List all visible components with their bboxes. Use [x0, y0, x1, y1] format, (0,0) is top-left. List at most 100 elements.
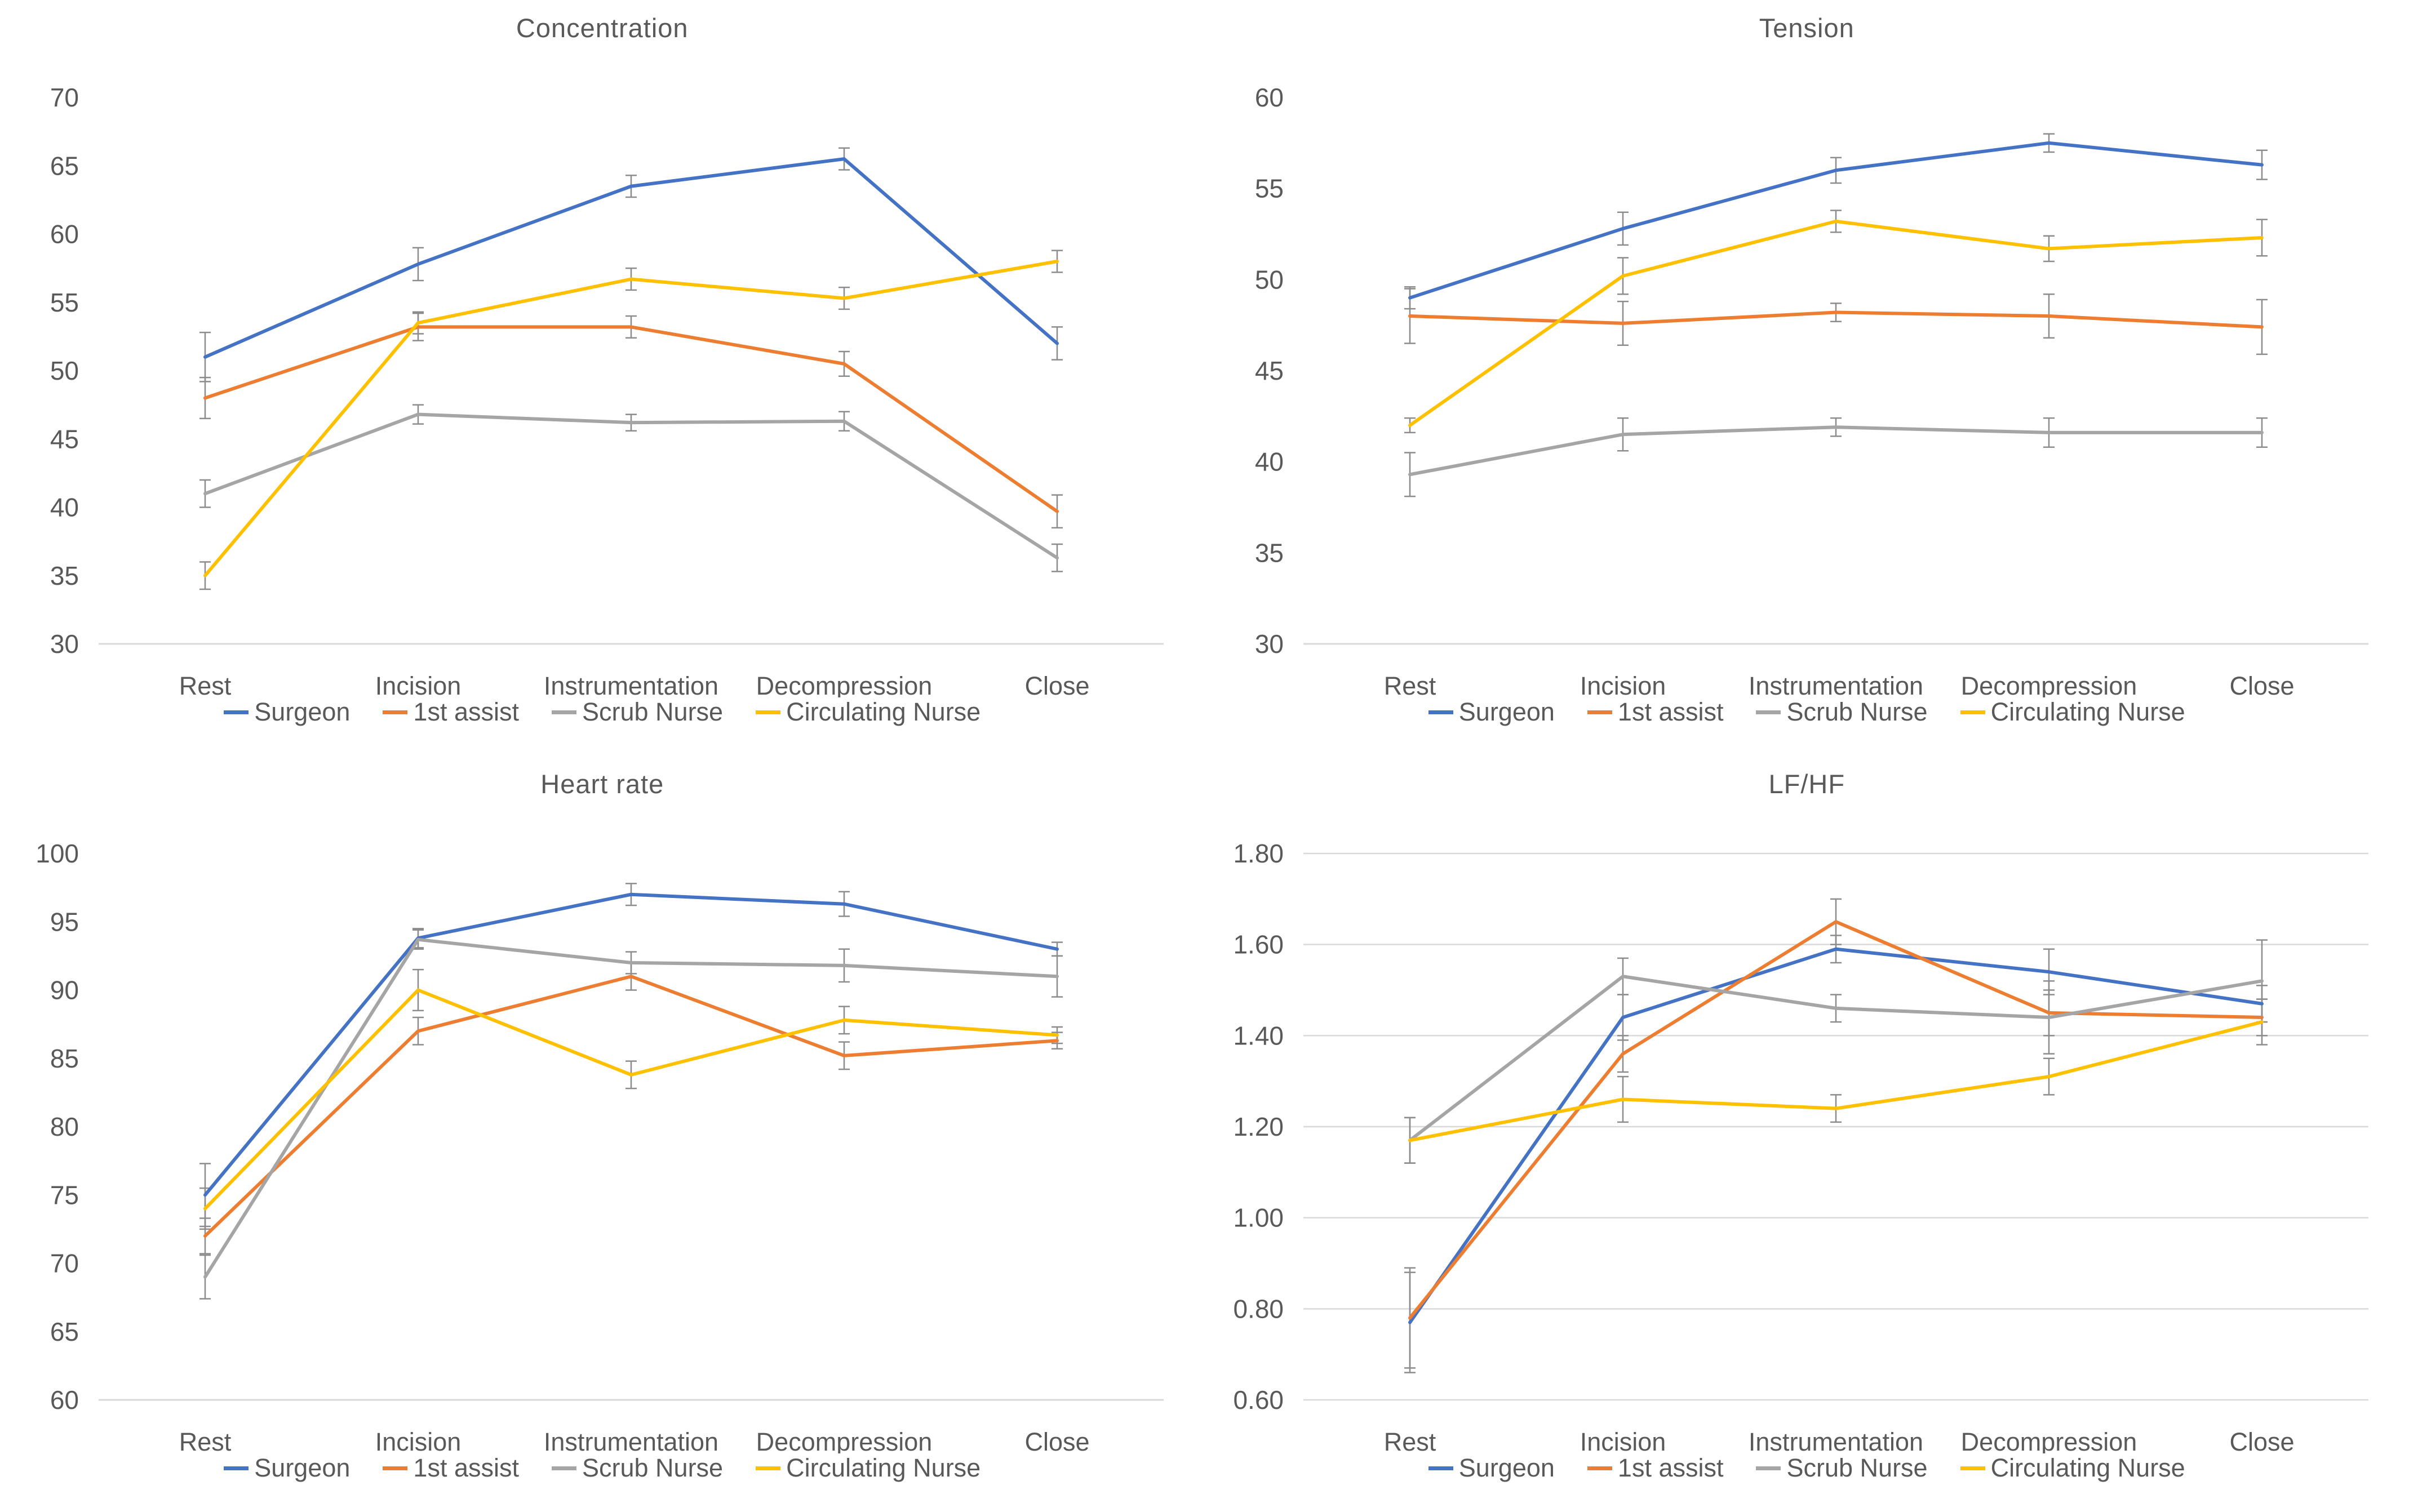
legend-item-surgeon: Surgeon	[1428, 1453, 1555, 1483]
legend-label: Scrub Nurse	[1786, 1453, 1928, 1482]
legend-swatch	[1756, 1466, 1781, 1470]
series-line-circulating-nurse	[203, 988, 1059, 1211]
x-axis-category-label: Close	[2229, 671, 2294, 697]
legend-label: 1st assist	[1617, 1453, 1724, 1482]
legend-label: 1st assist	[413, 1453, 519, 1482]
series-line-surgeon	[1408, 947, 2264, 1324]
chart-title: Heart rate	[540, 769, 664, 799]
x-axis-category-label: Rest	[179, 671, 232, 697]
series-line-scrub-nurse	[203, 412, 1059, 560]
heart-rate-plot: 60 65 70 75 80 85 90 95 100 Rest Incision Instrumen…	[36, 839, 1164, 1453]
legend-swatch	[1428, 1466, 1453, 1470]
x-axis-category-label: Decompression	[1960, 671, 2137, 697]
y-axis-tick-label: 60	[50, 1385, 79, 1415]
legend-label: Surgeon	[254, 697, 351, 726]
series-line-scrub-nurse	[1408, 425, 2264, 477]
y-axis-tick-label: 65	[50, 151, 79, 180]
chart-lf-hf: LF/HF 0.60 0.80 1.00 1.20 1.40 1.60 1.80 Rest In…	[1205, 756, 2409, 1512]
y-axis-tick-label: 85	[50, 1044, 79, 1073]
x-axis-category-label: Close	[1024, 671, 1089, 697]
legend-swatch	[224, 1466, 249, 1470]
legend-swatch	[1756, 710, 1781, 714]
legend-item-scrub-nurse: Scrub Nurse	[1756, 697, 1928, 727]
legend-item-circulating-nurse: Circulating Nurse	[1960, 697, 2185, 727]
chart-title: Tension	[1759, 13, 1855, 43]
y-axis-tick-label: 1.00	[1233, 1203, 1284, 1233]
legend-swatch	[551, 1466, 576, 1470]
legend: Surgeon 1st assist Scrub Nurse Circulating …	[0, 697, 1205, 754]
legend-label: Circulating Nurse	[786, 697, 981, 726]
legend-item-1st-assist: 1st assist	[383, 697, 519, 727]
y-axis-tick-label: 1.20	[1233, 1112, 1284, 1141]
legend: Surgeon 1st assist Scrub Nurse Circulating …	[1205, 1453, 2409, 1510]
legend-swatch	[756, 1466, 781, 1470]
legend-swatch	[1587, 1466, 1612, 1470]
series-line-surgeon	[203, 157, 1059, 359]
legend-item-scrub-nurse: Scrub Nurse	[551, 1453, 723, 1483]
y-axis-tick-label: 50	[1254, 265, 1283, 294]
y-axis-tick-label: 55	[50, 288, 79, 317]
y-axis-tick-label: 50	[50, 356, 79, 385]
concentration-plot: 30 35 40 45 50 55 60 65 70 Rest Incision Instrument…	[50, 83, 1164, 697]
legend-label: 1st assist	[413, 697, 519, 726]
y-axis-tick-label: 35	[50, 561, 79, 590]
legend-item-1st-assist: 1st assist	[383, 1453, 519, 1483]
series-line-circulating-nurse	[1408, 1020, 2264, 1142]
legend-item-scrub-nurse: Scrub Nurse	[551, 697, 724, 727]
legend-swatch	[383, 1466, 408, 1470]
y-axis-tick-label: 40	[1254, 447, 1283, 477]
y-axis-tick-label: 45	[50, 424, 79, 453]
x-axis-category-label: Decompression	[1960, 1427, 2137, 1453]
legend-item-circulating-nurse: Circulating Nurse	[756, 1453, 981, 1483]
x-axis-category-label: Decompression	[756, 671, 933, 697]
legend-label: Scrub Nurse	[1786, 697, 1928, 726]
y-axis-tick-label: 1.80	[1233, 839, 1284, 868]
y-axis-tick-label: 70	[50, 1249, 79, 1278]
x-axis-category-label: Close	[2229, 1427, 2294, 1453]
y-axis-tick-label: 0.80	[1233, 1294, 1284, 1323]
x-axis-category-label: Close	[1024, 1427, 1089, 1453]
series-line-surgeon	[1408, 141, 2264, 300]
legend-swatch	[756, 710, 781, 714]
legend-item-surgeon: Surgeon	[1428, 697, 1555, 727]
legend-item-1st-assist: 1st assist	[1587, 697, 1723, 727]
legend-item-circulating-nurse: Circulating Nurse	[1960, 1453, 2185, 1483]
y-axis-tick-label: 35	[1254, 538, 1283, 567]
chart-heart-rate: Heart rate 60 65 70 75 80 85 90 95 100 Rest Incisi…	[0, 756, 1205, 1512]
legend: Surgeon 1st assist Scrub Nurse Circulating …	[1205, 697, 2409, 754]
legend-swatch	[551, 710, 576, 714]
legend-label: Surgeon	[1458, 1453, 1555, 1482]
legend-label: Scrub Nurse	[582, 697, 724, 726]
legend-swatch	[1587, 710, 1612, 714]
series-line-surgeon	[203, 892, 1059, 1197]
x-axis-category-label: Rest	[1383, 671, 1436, 697]
series-line-scrub-nurse	[203, 937, 1059, 1279]
legend-label: Circulating Nurse	[786, 1453, 981, 1482]
x-axis-category-label: Incision	[375, 1427, 462, 1453]
y-axis-tick-label: 80	[50, 1112, 79, 1141]
series-line-1st-assist	[203, 975, 1059, 1238]
legend-label: Surgeon	[254, 1453, 351, 1482]
legend-swatch	[1960, 710, 1985, 714]
chart-tension: Tension 30 35 40 45 50 55 60 Rest Incision Instru…	[1205, 0, 2409, 756]
y-axis-tick-label: 60	[50, 220, 79, 249]
y-axis-tick-label: 60	[1254, 83, 1283, 112]
legend-item-surgeon: Surgeon	[224, 697, 350, 727]
y-axis-tick-label: 1.60	[1233, 930, 1284, 959]
y-axis-tick-label: 70	[50, 83, 79, 112]
x-axis-category-label: Decompression	[756, 1427, 933, 1453]
legend-item-circulating-nurse: Circulating Nurse	[756, 697, 981, 727]
legend-item-scrub-nurse: Scrub Nurse	[1756, 1453, 1928, 1483]
x-axis-category-label: Incision	[1580, 1427, 1666, 1453]
series-line-1st-assist	[1408, 310, 2264, 329]
x-axis-category-label: Rest	[1383, 1427, 1436, 1453]
y-axis-tick-label: 30	[1254, 629, 1283, 659]
legend-swatch	[1960, 1466, 1985, 1470]
y-axis-tick-label: 0.60	[1233, 1385, 1284, 1415]
legend-item-1st-assist: 1st assist	[1587, 1453, 1724, 1483]
x-axis-category-label: Incision	[1580, 671, 1666, 697]
series-line-1st-assist	[1408, 920, 2264, 1320]
legend-label: Circulating Nurse	[1990, 1453, 2185, 1482]
y-axis-tick-label: 90	[50, 976, 79, 1005]
